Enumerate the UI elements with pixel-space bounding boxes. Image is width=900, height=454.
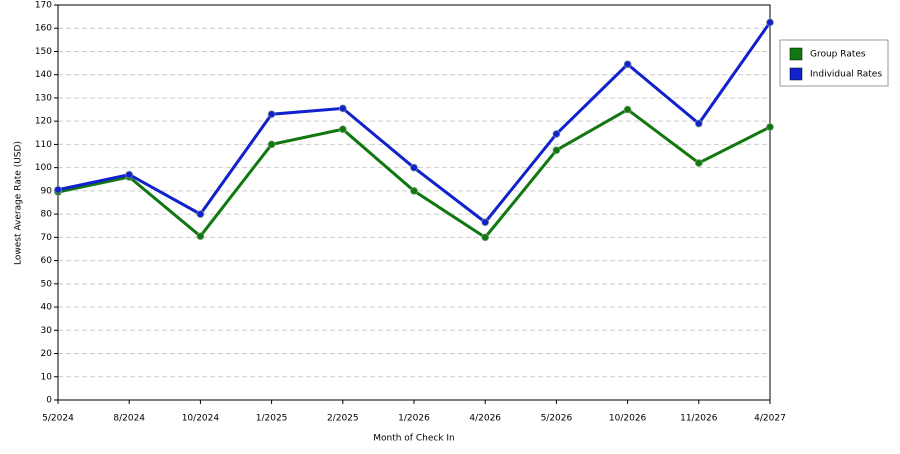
data-point [196,232,205,241]
data-point [125,170,134,179]
data-point [694,119,703,128]
x-tick-label: 8/2024 [113,414,145,424]
y-tick-label: 70 [41,233,53,243]
x-tick-label: 5/2026 [541,414,573,424]
y-tick-label: 80 [41,210,53,220]
y-tick-label: 40 [41,303,53,313]
y-tick-label: 0 [46,396,52,406]
x-tick-label: 10/2026 [609,414,647,424]
y-tick-label: 160 [35,24,52,34]
y-axis-title: Lowest Average Rate (USD) [14,141,24,265]
y-tick-label: 130 [35,93,52,103]
x-axis-title: Month of Check In [373,434,455,444]
y-tick-label: 140 [35,70,52,80]
data-point [623,60,632,69]
data-point [481,218,490,227]
data-point [338,104,347,113]
y-tick-label: 30 [41,326,53,336]
x-tick-label: 5/2024 [42,414,74,424]
data-point [552,146,561,155]
y-tick-label: 170 [35,1,52,11]
y-tick-label: 100 [35,163,52,173]
x-tick-label: 4/2027 [754,414,786,424]
y-tick-label: 10 [41,372,53,382]
data-point [766,18,774,27]
legend-label: Individual Rates [810,70,882,80]
x-tick-label: 11/2026 [680,414,718,424]
x-tick-label: 2/2025 [327,414,359,424]
y-tick-label: 120 [35,117,52,127]
x-tick-label: 4/2026 [469,414,501,424]
series-line [57,107,771,240]
data-point [766,122,774,131]
data-point [623,105,632,114]
data-point [267,140,276,149]
data-point [481,233,490,242]
data-point [694,159,703,167]
y-tick-label: 50 [41,279,53,289]
data-point [338,125,347,134]
y-tick-label: 150 [35,47,52,57]
data-point [410,186,418,195]
x-tick-label: 10/2024 [182,414,220,424]
legend-swatch [789,67,803,81]
y-tick-label: 90 [41,186,53,196]
plot-frame [57,4,771,401]
y-tick-label: 20 [41,349,53,359]
data-point [54,185,62,194]
data-point [552,129,561,138]
y-tick-label: 60 [41,256,53,266]
x-tick-label: 1/2026 [398,414,430,424]
y-tick-label: 110 [35,140,52,150]
data-point [196,210,205,219]
legend: Group Rates Individual Rates [779,39,889,87]
x-tick-label: 1/2025 [256,414,288,424]
data-point [410,163,418,172]
legend-swatch [789,47,803,61]
data-point [267,110,276,119]
legend-label: Group Rates [810,50,866,60]
